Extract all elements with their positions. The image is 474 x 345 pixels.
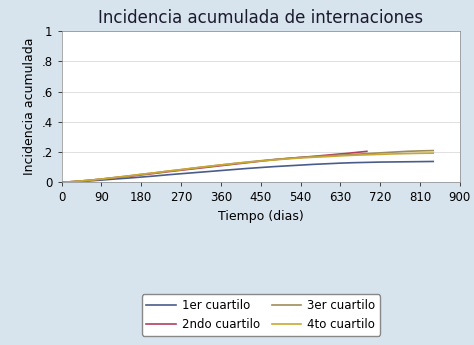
Title: Incidencia acumulada de internaciones: Incidencia acumulada de internaciones <box>98 9 423 27</box>
X-axis label: Tiempo (dias): Tiempo (dias) <box>218 210 303 223</box>
Y-axis label: Incidencia acumulada: Incidencia acumulada <box>23 38 36 176</box>
Legend: 1er cuartilo, 2ndo cuartilo, 3er cuartilo, 4to cuartilo: 1er cuartilo, 2ndo cuartilo, 3er cuartil… <box>142 294 380 336</box>
